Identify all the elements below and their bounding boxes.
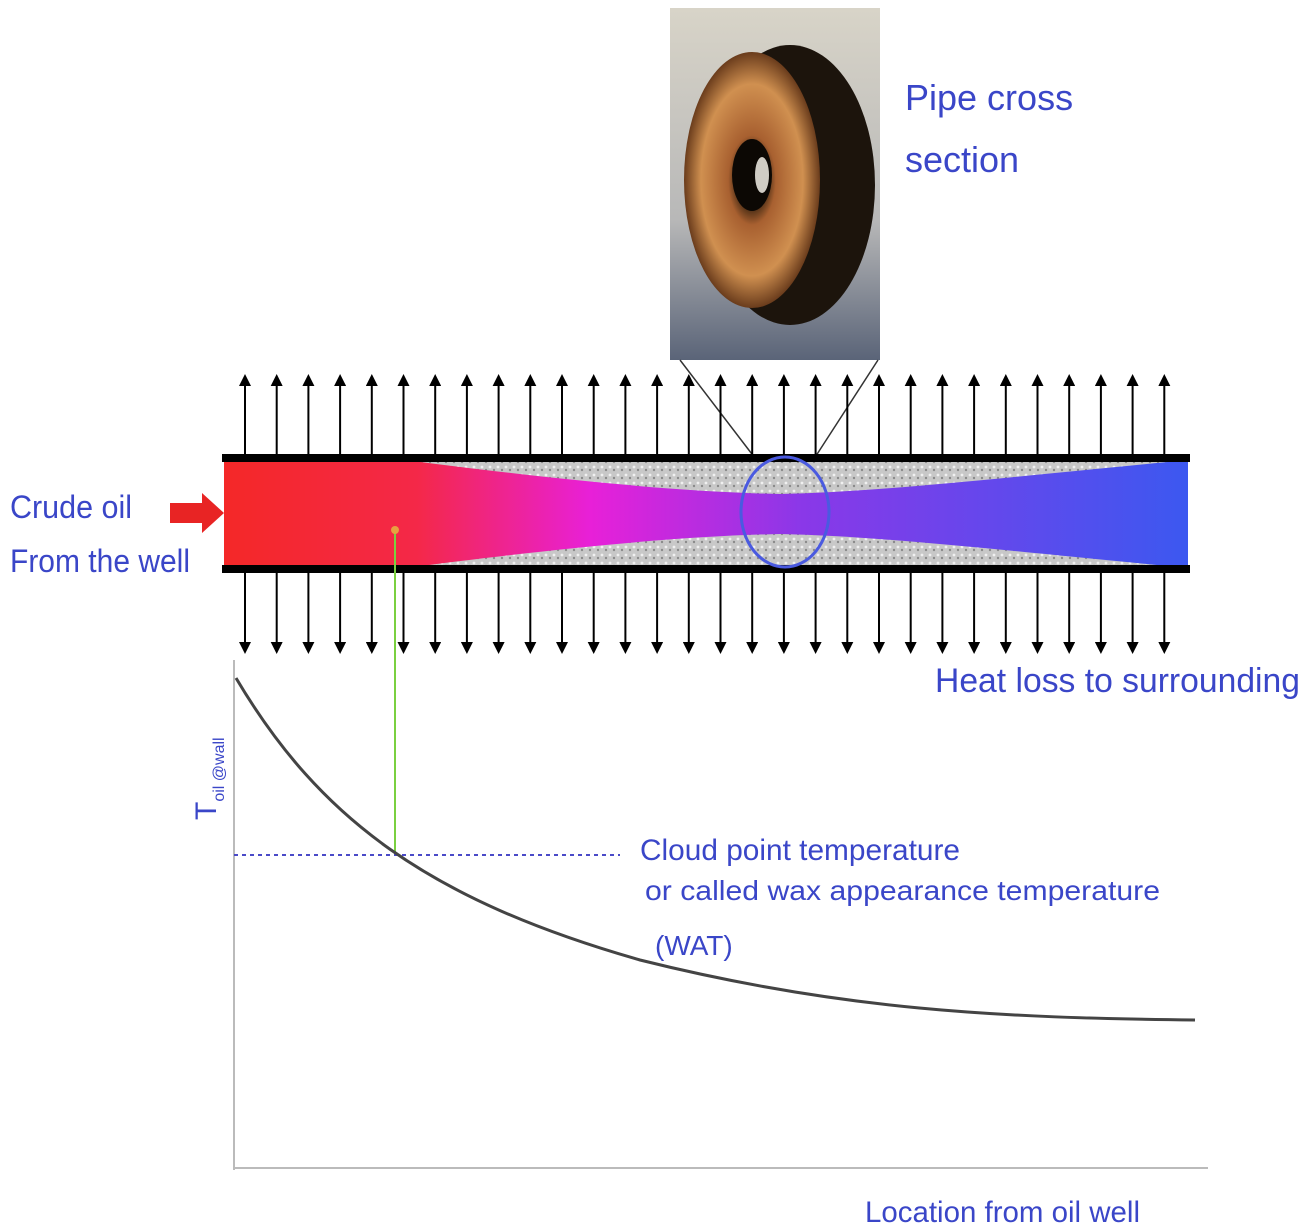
cloud-point-label: or called wax appearance temperature [645,875,1160,906]
x-axis-label: Location from oil well [865,1196,1140,1228]
diagram: Pipe cross section Crude oil From the we… [0,0,1309,1228]
photo-caption: section [905,139,1019,180]
y-axis-symbol: T [190,802,223,820]
inlet-label: Crude oil [10,489,132,525]
inlet-label: From the well [10,543,190,579]
pipe [222,454,1190,573]
wat-point [391,526,399,534]
cross-section-photo [670,8,880,360]
callout-line [812,360,878,462]
heat-loss-label: Heat loss to surrounding [935,662,1300,700]
y-axis-subscript: oil @wall [211,737,228,801]
cloud-point-label: (WAT) [655,930,733,961]
y-axis-label: Toil @wall [190,737,228,820]
inlet-arrow [170,493,224,533]
photo-caption: Pipe cross [905,77,1073,118]
cloud-point-label: Cloud point temperature [640,834,960,867]
callout-line [680,360,758,462]
